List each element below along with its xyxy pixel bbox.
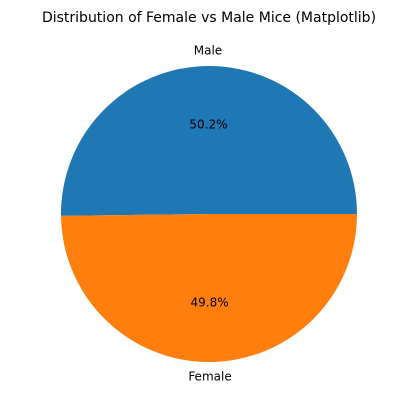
- slice-percent-male: 50.2%: [189, 118, 227, 132]
- slice-label-female: Female: [188, 369, 231, 383]
- pie-labels: Male 50.2% Female 49.8%: [188, 44, 231, 384]
- pie-slice-female: [61, 214, 357, 363]
- slice-label-male: Male: [194, 44, 222, 58]
- chart-title: Distribution of Female vs Male Mice (Mat…: [42, 10, 376, 26]
- pie-slice-male: [61, 66, 358, 216]
- slice-percent-female: 49.8%: [190, 295, 228, 309]
- pie-slices: [61, 66, 358, 363]
